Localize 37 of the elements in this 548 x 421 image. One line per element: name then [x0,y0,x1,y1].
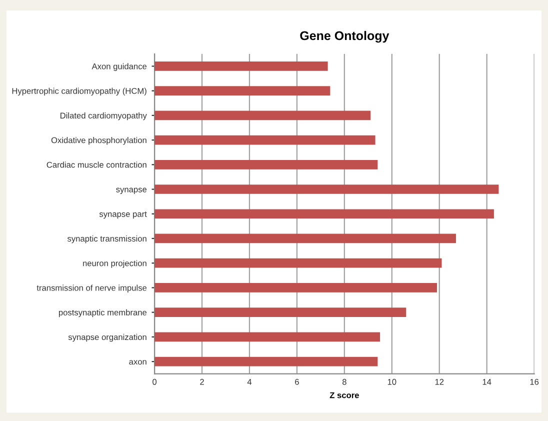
y-tick-label: neuron projection [83,260,146,268]
bar [154,110,371,120]
y-tick-label: Axon guidance [92,63,147,71]
y-tick-label: axon [129,360,146,365]
bar [154,356,378,366]
bar [154,160,378,170]
y-tick-label: postsynaptic membrane [58,309,147,318]
x-tick-label: 16 [530,378,539,385]
bar [154,62,328,71]
y-tick-label: synapse part [99,212,147,219]
y-tick-label: synapse organization [68,334,146,342]
bar [154,209,494,219]
y-tick-label: Oxidative phosphorylation [51,137,146,145]
y-tick-label: transmission of nerve impulse [36,284,147,292]
bar [154,184,499,194]
bar [154,258,442,268]
x-tick-label: 2 [200,378,204,385]
bar [154,308,406,317]
y-tick-label: Cardiac muscle contraction [46,162,146,168]
x-tick-label: 6 [295,378,299,385]
y-tick-label: Hypertrophic cardiomyopathy (HCM) [12,88,146,96]
x-tick-label: 4 [247,379,252,385]
bar [154,332,380,342]
y-tick-label: synapse [116,188,147,194]
y-tick-label: Dilated cardiomyopathy [60,112,147,120]
x-tick-label: 0 [152,378,157,385]
y-tick-label: synaptic transmission [67,235,146,244]
x-tick-label: 14 [482,379,492,385]
bar [154,283,437,292]
x-tick-label: 8 [342,378,346,385]
x-tick-label: 10 [388,378,396,385]
x-axis-title: Z score [330,392,359,398]
x-tick-label: 12 [435,378,444,385]
chart-title: Gene Ontology [300,30,390,43]
bar [154,86,330,96]
bar [154,135,376,145]
bar [154,234,456,244]
